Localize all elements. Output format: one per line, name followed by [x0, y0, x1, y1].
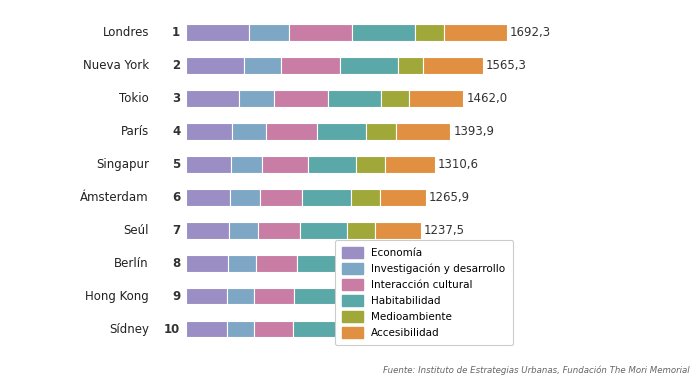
Bar	[375, 222, 421, 239]
Text: Ámsterdam: Ámsterdam	[80, 191, 149, 204]
Text: 1232,2: 1232,2	[423, 257, 463, 270]
Text: 1200,7: 1200,7	[416, 323, 458, 336]
Bar	[186, 25, 248, 41]
Text: 6: 6	[172, 191, 180, 204]
Text: 9: 9	[172, 290, 180, 303]
Text: Sídney: Sídney	[109, 323, 149, 336]
Text: Singapur: Singapur	[96, 158, 149, 171]
Text: Fuente: Instituto de Estrategias Urbanas, Fundación The Mori Memorial: Fuente: Instituto de Estrategias Urbanas…	[383, 366, 690, 375]
Bar	[265, 123, 317, 140]
Bar	[186, 57, 244, 74]
Text: 7: 7	[172, 224, 180, 237]
Bar	[244, 57, 281, 74]
Text: 1692,3: 1692,3	[510, 26, 551, 39]
Bar	[186, 255, 228, 271]
Bar	[385, 156, 435, 173]
Text: 1393,9: 1393,9	[454, 125, 494, 138]
Bar	[297, 255, 344, 271]
Bar	[258, 222, 300, 239]
Text: Berlín: Berlín	[114, 257, 149, 270]
Bar	[328, 90, 382, 107]
Bar	[274, 90, 328, 107]
Text: Seúl: Seúl	[123, 224, 149, 237]
Text: 1310,6: 1310,6	[438, 158, 479, 171]
Bar	[370, 288, 414, 305]
Text: 1265,9: 1265,9	[429, 191, 470, 204]
Bar	[340, 57, 398, 74]
Bar	[229, 222, 258, 239]
Bar	[239, 90, 274, 107]
Bar	[444, 25, 507, 41]
Bar	[308, 156, 356, 173]
Bar	[294, 288, 341, 305]
Bar	[186, 288, 227, 305]
Text: 1: 1	[172, 26, 180, 39]
Bar	[293, 321, 342, 337]
Bar	[376, 321, 414, 337]
Bar	[254, 288, 294, 305]
Bar	[341, 288, 370, 305]
Bar	[232, 123, 265, 140]
Text: 2: 2	[172, 59, 180, 72]
Bar	[398, 57, 424, 74]
Legend: Economía, Investigación y desarrollo, Interacción cultural, Habitabilidad, Medio: Economía, Investigación y desarrollo, In…	[335, 240, 513, 345]
Bar	[230, 189, 260, 206]
Bar	[186, 90, 239, 107]
Bar	[262, 156, 308, 173]
Bar	[186, 321, 227, 337]
Text: Hong Kong: Hong Kong	[85, 290, 149, 303]
Bar	[395, 123, 450, 140]
Bar	[409, 90, 463, 107]
Bar	[227, 288, 254, 305]
Bar	[344, 255, 373, 271]
Text: 1204,9: 1204,9	[417, 290, 458, 303]
Bar	[254, 321, 293, 337]
Bar	[317, 123, 366, 140]
Text: 4: 4	[172, 125, 180, 138]
Bar	[260, 189, 302, 206]
Bar	[228, 255, 256, 271]
Bar	[186, 156, 232, 173]
Text: Londres: Londres	[102, 26, 149, 39]
Text: París: París	[120, 125, 149, 138]
Bar	[186, 222, 229, 239]
Bar	[186, 189, 230, 206]
Bar	[351, 189, 380, 206]
Text: 1565,3: 1565,3	[486, 59, 526, 72]
Text: 5: 5	[172, 158, 180, 171]
Bar	[256, 255, 297, 271]
Bar	[380, 189, 426, 206]
Text: Tokio: Tokio	[119, 92, 149, 105]
Bar	[366, 123, 396, 140]
Bar	[346, 222, 375, 239]
Bar	[382, 90, 409, 107]
Bar	[186, 123, 232, 140]
Text: 8: 8	[172, 257, 180, 270]
Text: 1462,0: 1462,0	[466, 92, 508, 105]
Text: 10: 10	[164, 323, 180, 336]
Bar	[289, 25, 352, 41]
Bar	[300, 222, 346, 239]
Text: 1237,5: 1237,5	[424, 224, 465, 237]
Bar	[248, 25, 289, 41]
Bar	[302, 189, 351, 206]
Bar	[424, 57, 483, 74]
Bar	[232, 156, 262, 173]
Bar	[414, 25, 444, 41]
Text: Nueva York: Nueva York	[83, 59, 149, 72]
Bar	[352, 25, 414, 41]
Bar	[373, 255, 420, 271]
Text: 3: 3	[172, 92, 180, 105]
Bar	[342, 321, 376, 337]
Bar	[227, 321, 254, 337]
Bar	[281, 57, 339, 74]
Bar	[356, 156, 385, 173]
